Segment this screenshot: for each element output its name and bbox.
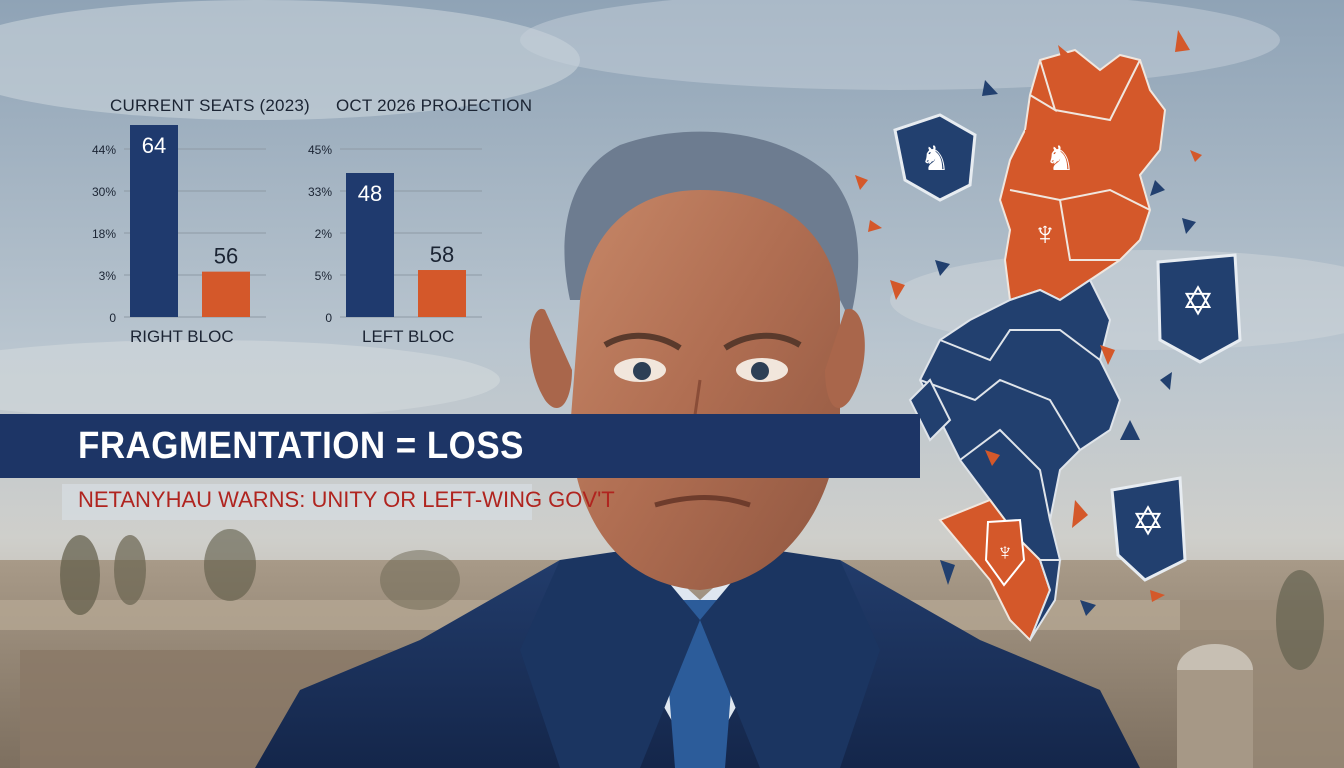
- chart-current-seats: 0 3% 18% 30% 44% 64 56: [92, 125, 266, 325]
- bar-right-bloc: [346, 173, 394, 317]
- svg-text:✡: ✡: [1131, 500, 1165, 544]
- bar-value-label: 56: [214, 244, 238, 269]
- bar-left-bloc: [202, 271, 250, 317]
- svg-text:✡: ✡: [1181, 280, 1215, 324]
- chart-title-current: CURRENT SEATS (2023): [110, 96, 310, 115]
- bar-left-bloc: [418, 270, 466, 317]
- bar-value-label: 64: [142, 133, 166, 158]
- y-tick-label: 3%: [99, 269, 117, 283]
- headline: FRAGMENTATION = LOSS: [78, 424, 524, 467]
- y-tick-label: 45%: [308, 143, 332, 157]
- man-in-suit-portrait: [255, 131, 1140, 768]
- lion-emblem: ♞ ♞: [893, 113, 1100, 202]
- subheadline-backdrop: [62, 484, 532, 520]
- chart-title-projection: OCT 2026 PROJECTION: [336, 96, 533, 115]
- svg-text:♆: ♆: [996, 539, 1014, 566]
- y-tick-label: 0: [109, 311, 116, 325]
- bar-value-label: 58: [430, 242, 454, 267]
- y-tick-label: 44%: [92, 143, 116, 157]
- y-tick-label: 30%: [92, 185, 116, 199]
- svg-text:♆: ♆: [1032, 215, 1058, 253]
- bar-right-bloc: [130, 125, 178, 317]
- y-tick-label: 0: [325, 311, 332, 325]
- bar-value-label: 48: [358, 181, 382, 206]
- subheadline: NETANYHAU WARNS: UNITY OR LEFT-WING GOV'…: [78, 487, 615, 512]
- y-tick-label: 2%: [315, 227, 333, 241]
- svg-text:♞: ♞: [1045, 140, 1075, 178]
- right-bloc-label: RIGHT BLOC: [130, 327, 234, 346]
- left-bloc-label: LEFT BLOC: [362, 327, 455, 346]
- y-tick-label: 5%: [315, 269, 333, 283]
- svg-text:♞: ♞: [920, 140, 950, 178]
- chart-projection: 0 5% 2% 33% 45% 48 58: [308, 143, 482, 325]
- star-of-david-emblem: ✡ ✡: [1110, 253, 1242, 582]
- y-tick-label: 18%: [92, 227, 116, 241]
- menorah-emblem: ♆ ♆: [984, 215, 1058, 587]
- y-tick-label: 33%: [308, 185, 332, 199]
- headline-box: FRAGMENTATION = LOSS: [60, 414, 585, 478]
